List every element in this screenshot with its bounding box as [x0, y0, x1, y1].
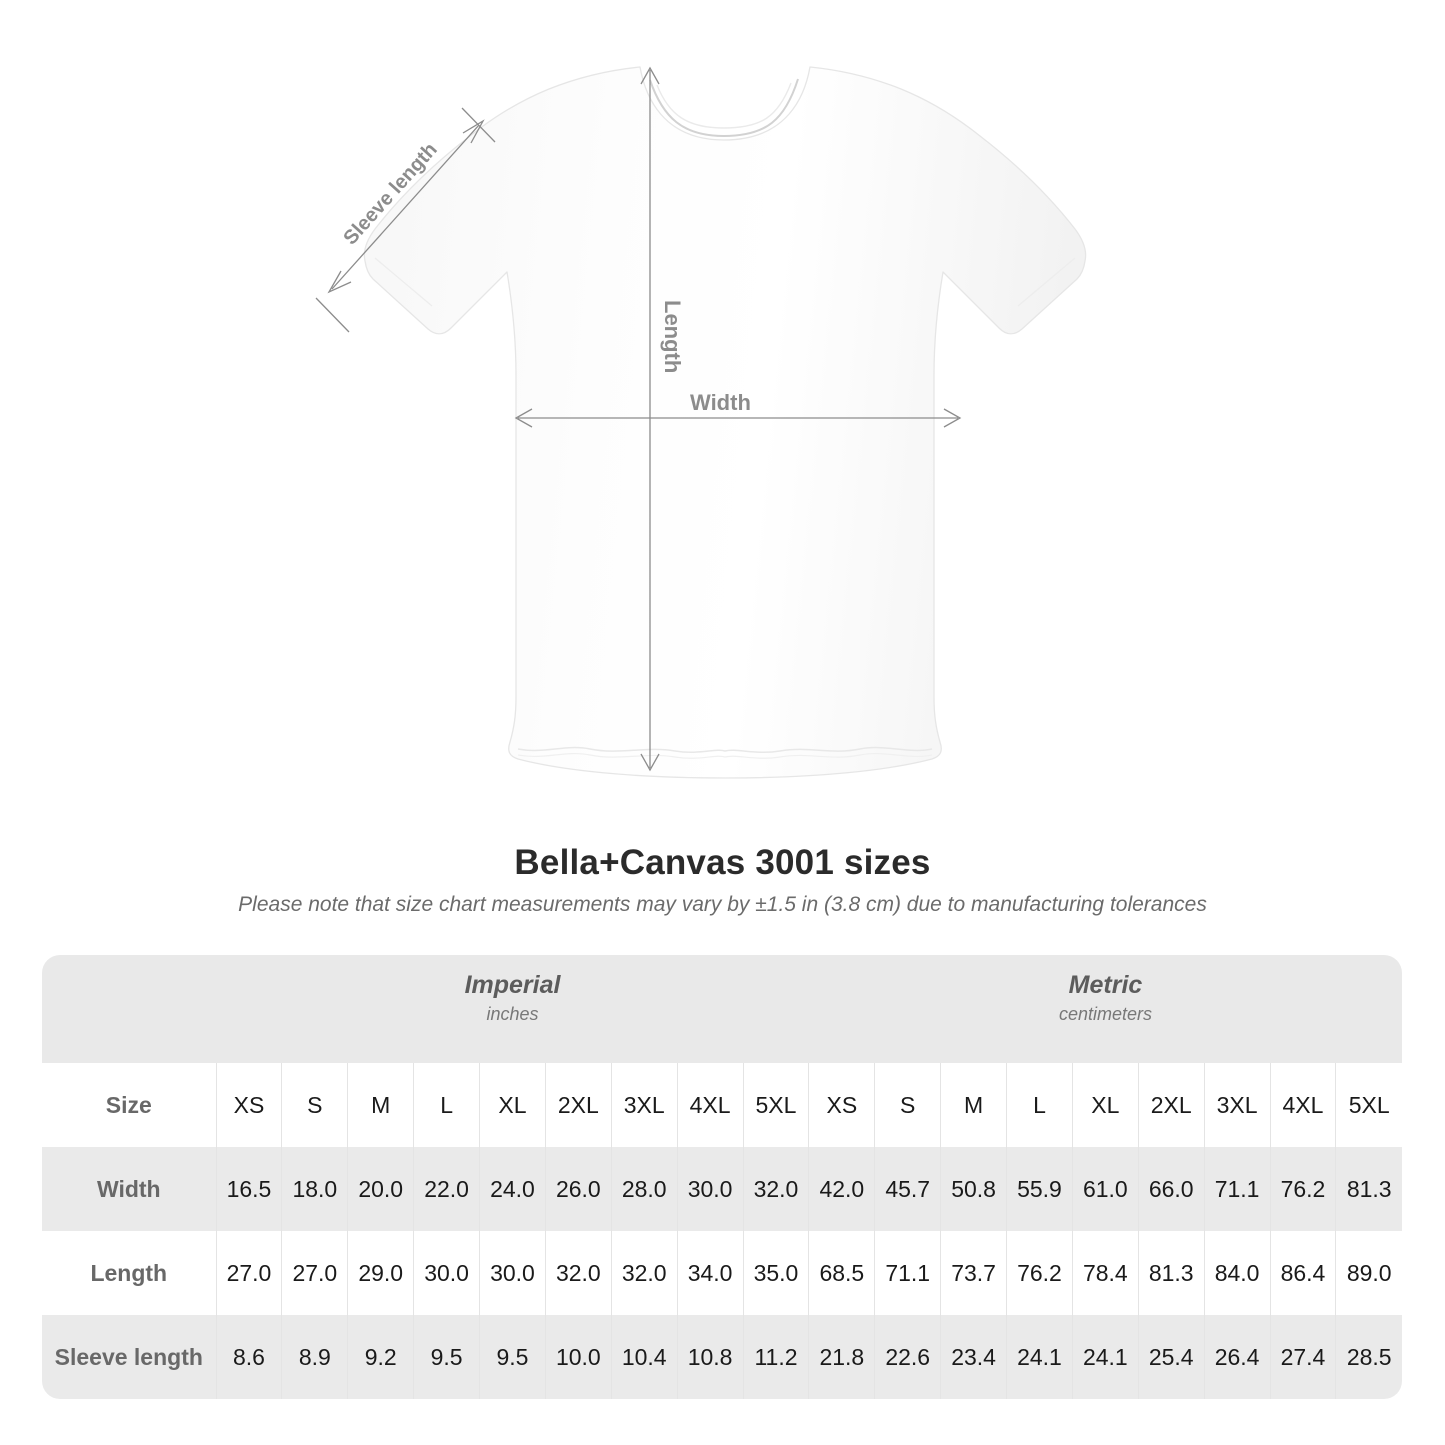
- svg-text:Width: Width: [690, 390, 751, 415]
- svg-text:Length: Length: [660, 300, 685, 373]
